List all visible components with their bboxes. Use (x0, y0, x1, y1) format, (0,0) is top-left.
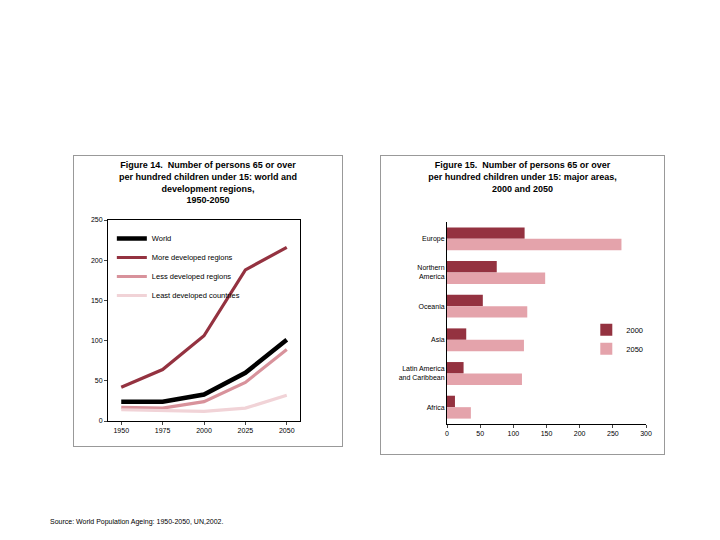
svg-text:Less developed regions: Less developed regions (152, 272, 231, 281)
svg-text:Latin Americaand Caribbean: Latin Americaand Caribbean (399, 365, 445, 381)
svg-text:2025: 2025 (238, 427, 254, 434)
svg-text:World: World (152, 234, 171, 243)
svg-text:200: 200 (91, 257, 103, 264)
svg-text:50: 50 (476, 430, 484, 437)
svg-text:More developed regions: More developed regions (152, 253, 233, 262)
svg-text:1950: 1950 (113, 427, 129, 434)
svg-text:0: 0 (99, 417, 103, 424)
svg-text:100: 100 (91, 337, 103, 344)
svg-text:Figure 14. Number of persons: Figure 14. Number of persons 65 or overp… (119, 160, 297, 205)
svg-text:2000: 2000 (626, 326, 643, 335)
svg-text:Oceania: Oceania (419, 303, 445, 310)
svg-text:250: 250 (91, 216, 103, 223)
svg-text:Africa: Africa (427, 404, 445, 411)
svg-text:150: 150 (541, 430, 553, 437)
svg-text:NorthernAmerica: NorthernAmerica (417, 264, 444, 280)
svg-text:Europe: Europe (422, 235, 445, 243)
svg-text:2050: 2050 (626, 345, 643, 354)
svg-text:300: 300 (640, 430, 652, 437)
svg-text:2050: 2050 (279, 427, 295, 434)
svg-text:50: 50 (95, 377, 103, 384)
svg-text:250: 250 (607, 430, 619, 437)
svg-text:2000: 2000 (196, 427, 212, 434)
svg-text:1975: 1975 (155, 427, 171, 434)
svg-text:200: 200 (574, 430, 586, 437)
svg-text:0: 0 (445, 430, 449, 437)
svg-text:Figure 15. Number of persons: Figure 15. Number of persons 65 or overp… (428, 160, 617, 193)
svg-text:100: 100 (507, 430, 519, 437)
html-text:Source: World Population Agein: Source: World Population Ageing: 1950-20… (50, 518, 224, 525)
svg-text:Least developed countries: Least developed countries (152, 291, 240, 300)
svg-text:Asia: Asia (431, 336, 445, 343)
svg-text:150: 150 (91, 297, 103, 304)
